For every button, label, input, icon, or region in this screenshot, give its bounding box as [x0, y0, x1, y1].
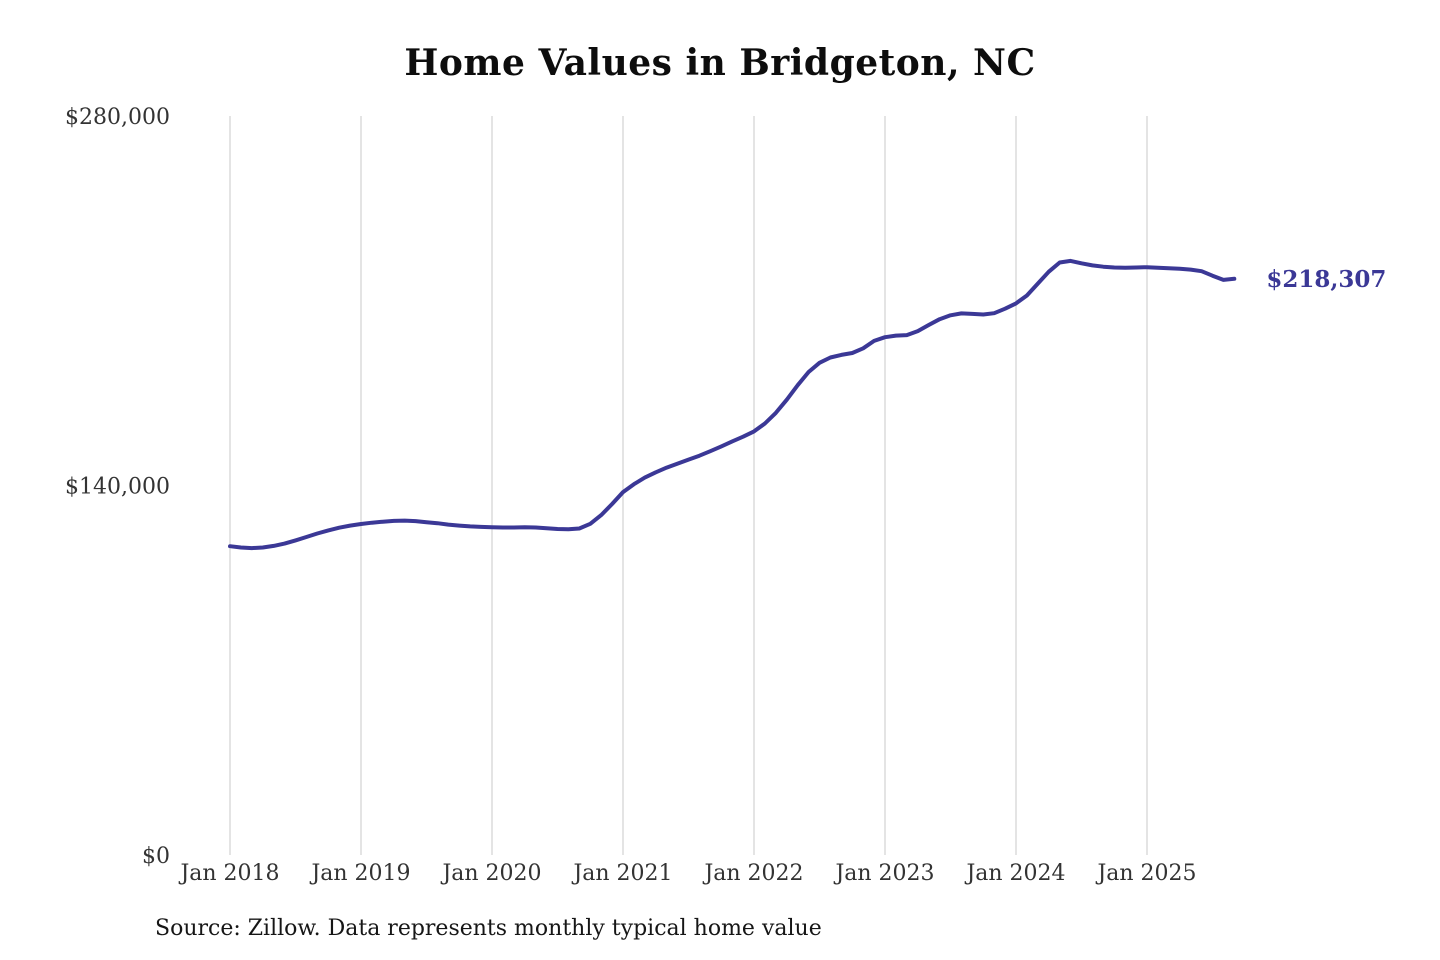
- x-tick-label: Jan 2020: [440, 861, 541, 886]
- value-line: [228, 258, 1237, 551]
- source-note: Source: Zillow. Data represents monthly …: [155, 916, 822, 941]
- current-value-label: $218,307: [1266, 266, 1386, 293]
- chart-title: Home Values in Bridgeton, NC: [404, 42, 1036, 84]
- x-tick-label: Jan 2022: [702, 861, 803, 886]
- x-tick-label: Jan 2018: [178, 861, 279, 886]
- x-tick-label: Jan 2021: [571, 861, 672, 886]
- x-tick-label: Jan 2024: [964, 861, 1065, 886]
- x-tick-label: Jan 2023: [833, 861, 934, 886]
- y-tick-label: $140,000: [65, 475, 170, 500]
- x-tick-label: Jan 2025: [1095, 861, 1196, 886]
- x-tick-label: Jan 2019: [309, 861, 410, 886]
- y-tick-label: $0: [142, 844, 170, 869]
- y-tick-label: $280,000: [65, 105, 170, 130]
